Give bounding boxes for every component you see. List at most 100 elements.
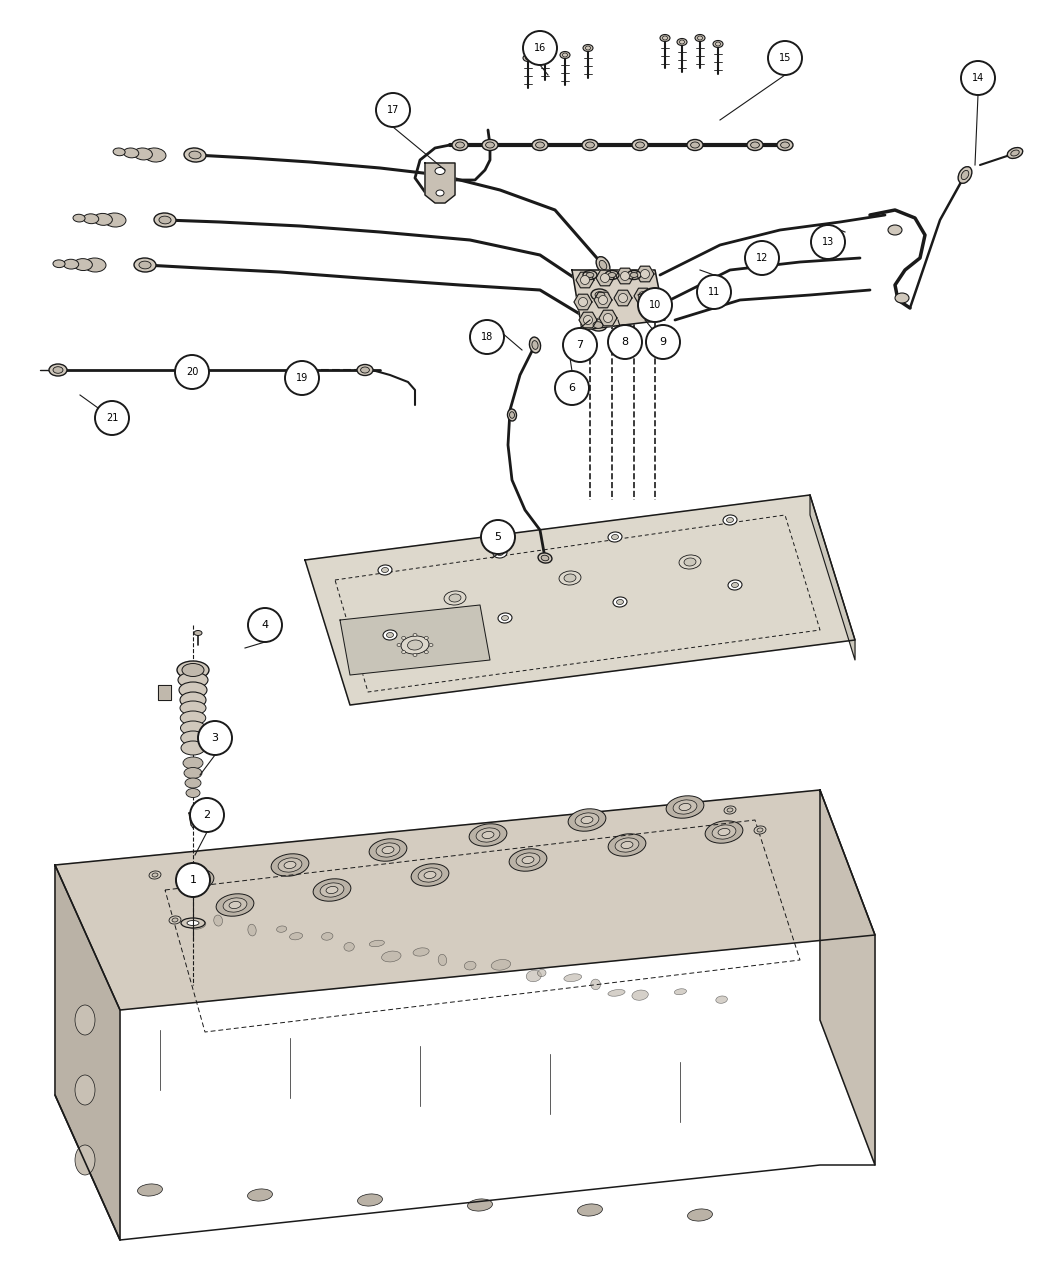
- Text: 6: 6: [568, 382, 575, 393]
- Ellipse shape: [538, 969, 546, 977]
- Ellipse shape: [578, 1204, 603, 1216]
- Ellipse shape: [180, 692, 206, 708]
- Ellipse shape: [402, 650, 405, 654]
- Ellipse shape: [507, 409, 517, 421]
- Circle shape: [697, 275, 731, 309]
- Text: 2: 2: [204, 810, 211, 820]
- Ellipse shape: [381, 951, 401, 961]
- Ellipse shape: [452, 139, 468, 150]
- Text: 16: 16: [533, 43, 546, 54]
- Ellipse shape: [509, 412, 514, 418]
- Circle shape: [248, 608, 282, 643]
- Ellipse shape: [113, 148, 125, 156]
- Text: 3: 3: [211, 733, 218, 743]
- Ellipse shape: [382, 847, 394, 853]
- Text: 15: 15: [779, 54, 792, 62]
- Circle shape: [638, 292, 648, 301]
- Circle shape: [581, 275, 589, 284]
- Polygon shape: [616, 268, 634, 284]
- Ellipse shape: [216, 894, 254, 917]
- Ellipse shape: [248, 924, 256, 936]
- Ellipse shape: [635, 142, 645, 148]
- Ellipse shape: [360, 367, 370, 374]
- Ellipse shape: [357, 365, 373, 376]
- Ellipse shape: [181, 720, 206, 734]
- Polygon shape: [340, 606, 490, 674]
- Ellipse shape: [706, 821, 743, 843]
- Ellipse shape: [63, 259, 79, 269]
- Ellipse shape: [436, 190, 444, 196]
- Ellipse shape: [526, 970, 542, 982]
- Circle shape: [94, 402, 129, 435]
- Circle shape: [376, 93, 410, 128]
- Polygon shape: [596, 270, 614, 286]
- Ellipse shape: [630, 273, 637, 278]
- Ellipse shape: [402, 636, 405, 640]
- Ellipse shape: [181, 711, 206, 725]
- Circle shape: [598, 296, 608, 305]
- Ellipse shape: [529, 337, 541, 353]
- Ellipse shape: [52, 260, 65, 268]
- Text: 19: 19: [296, 374, 308, 382]
- Ellipse shape: [188, 366, 203, 375]
- Ellipse shape: [575, 813, 598, 827]
- Circle shape: [176, 863, 210, 898]
- Circle shape: [604, 314, 612, 323]
- Ellipse shape: [582, 139, 598, 150]
- Polygon shape: [579, 312, 597, 328]
- Ellipse shape: [424, 636, 428, 640]
- Ellipse shape: [327, 886, 338, 894]
- Polygon shape: [55, 864, 120, 1241]
- Ellipse shape: [888, 224, 902, 235]
- Circle shape: [555, 371, 589, 405]
- Ellipse shape: [666, 796, 704, 819]
- Ellipse shape: [289, 363, 311, 377]
- Ellipse shape: [586, 142, 594, 148]
- Ellipse shape: [780, 142, 790, 148]
- Ellipse shape: [467, 1198, 492, 1211]
- Ellipse shape: [139, 261, 151, 269]
- Circle shape: [584, 315, 592, 325]
- Ellipse shape: [271, 854, 309, 876]
- Ellipse shape: [895, 293, 909, 303]
- Ellipse shape: [214, 915, 223, 926]
- Circle shape: [640, 269, 650, 278]
- Ellipse shape: [568, 808, 606, 831]
- Circle shape: [285, 361, 319, 395]
- Ellipse shape: [497, 551, 504, 556]
- Ellipse shape: [413, 634, 417, 636]
- Ellipse shape: [564, 974, 582, 982]
- Ellipse shape: [412, 863, 449, 886]
- Ellipse shape: [713, 41, 723, 47]
- Ellipse shape: [1011, 150, 1020, 156]
- Ellipse shape: [593, 321, 603, 329]
- Ellipse shape: [523, 55, 533, 61]
- Ellipse shape: [418, 868, 442, 882]
- Ellipse shape: [541, 555, 549, 561]
- Ellipse shape: [294, 366, 306, 374]
- Ellipse shape: [532, 340, 538, 349]
- Ellipse shape: [75, 1075, 94, 1105]
- Ellipse shape: [183, 873, 207, 887]
- Ellipse shape: [84, 258, 106, 272]
- Ellipse shape: [75, 1145, 94, 1176]
- Ellipse shape: [605, 270, 620, 279]
- Text: 11: 11: [708, 287, 720, 297]
- Ellipse shape: [476, 827, 500, 842]
- Ellipse shape: [424, 650, 428, 654]
- Ellipse shape: [684, 558, 696, 566]
- Ellipse shape: [54, 367, 63, 374]
- Ellipse shape: [407, 640, 422, 650]
- Ellipse shape: [370, 940, 384, 947]
- Ellipse shape: [189, 919, 206, 929]
- Ellipse shape: [563, 54, 567, 57]
- Ellipse shape: [615, 838, 638, 852]
- Ellipse shape: [169, 915, 181, 924]
- Ellipse shape: [184, 870, 202, 876]
- Ellipse shape: [1007, 148, 1023, 158]
- Ellipse shape: [75, 1005, 94, 1035]
- Ellipse shape: [522, 857, 534, 863]
- Polygon shape: [189, 813, 197, 825]
- Polygon shape: [304, 495, 855, 705]
- Text: 17: 17: [386, 105, 399, 115]
